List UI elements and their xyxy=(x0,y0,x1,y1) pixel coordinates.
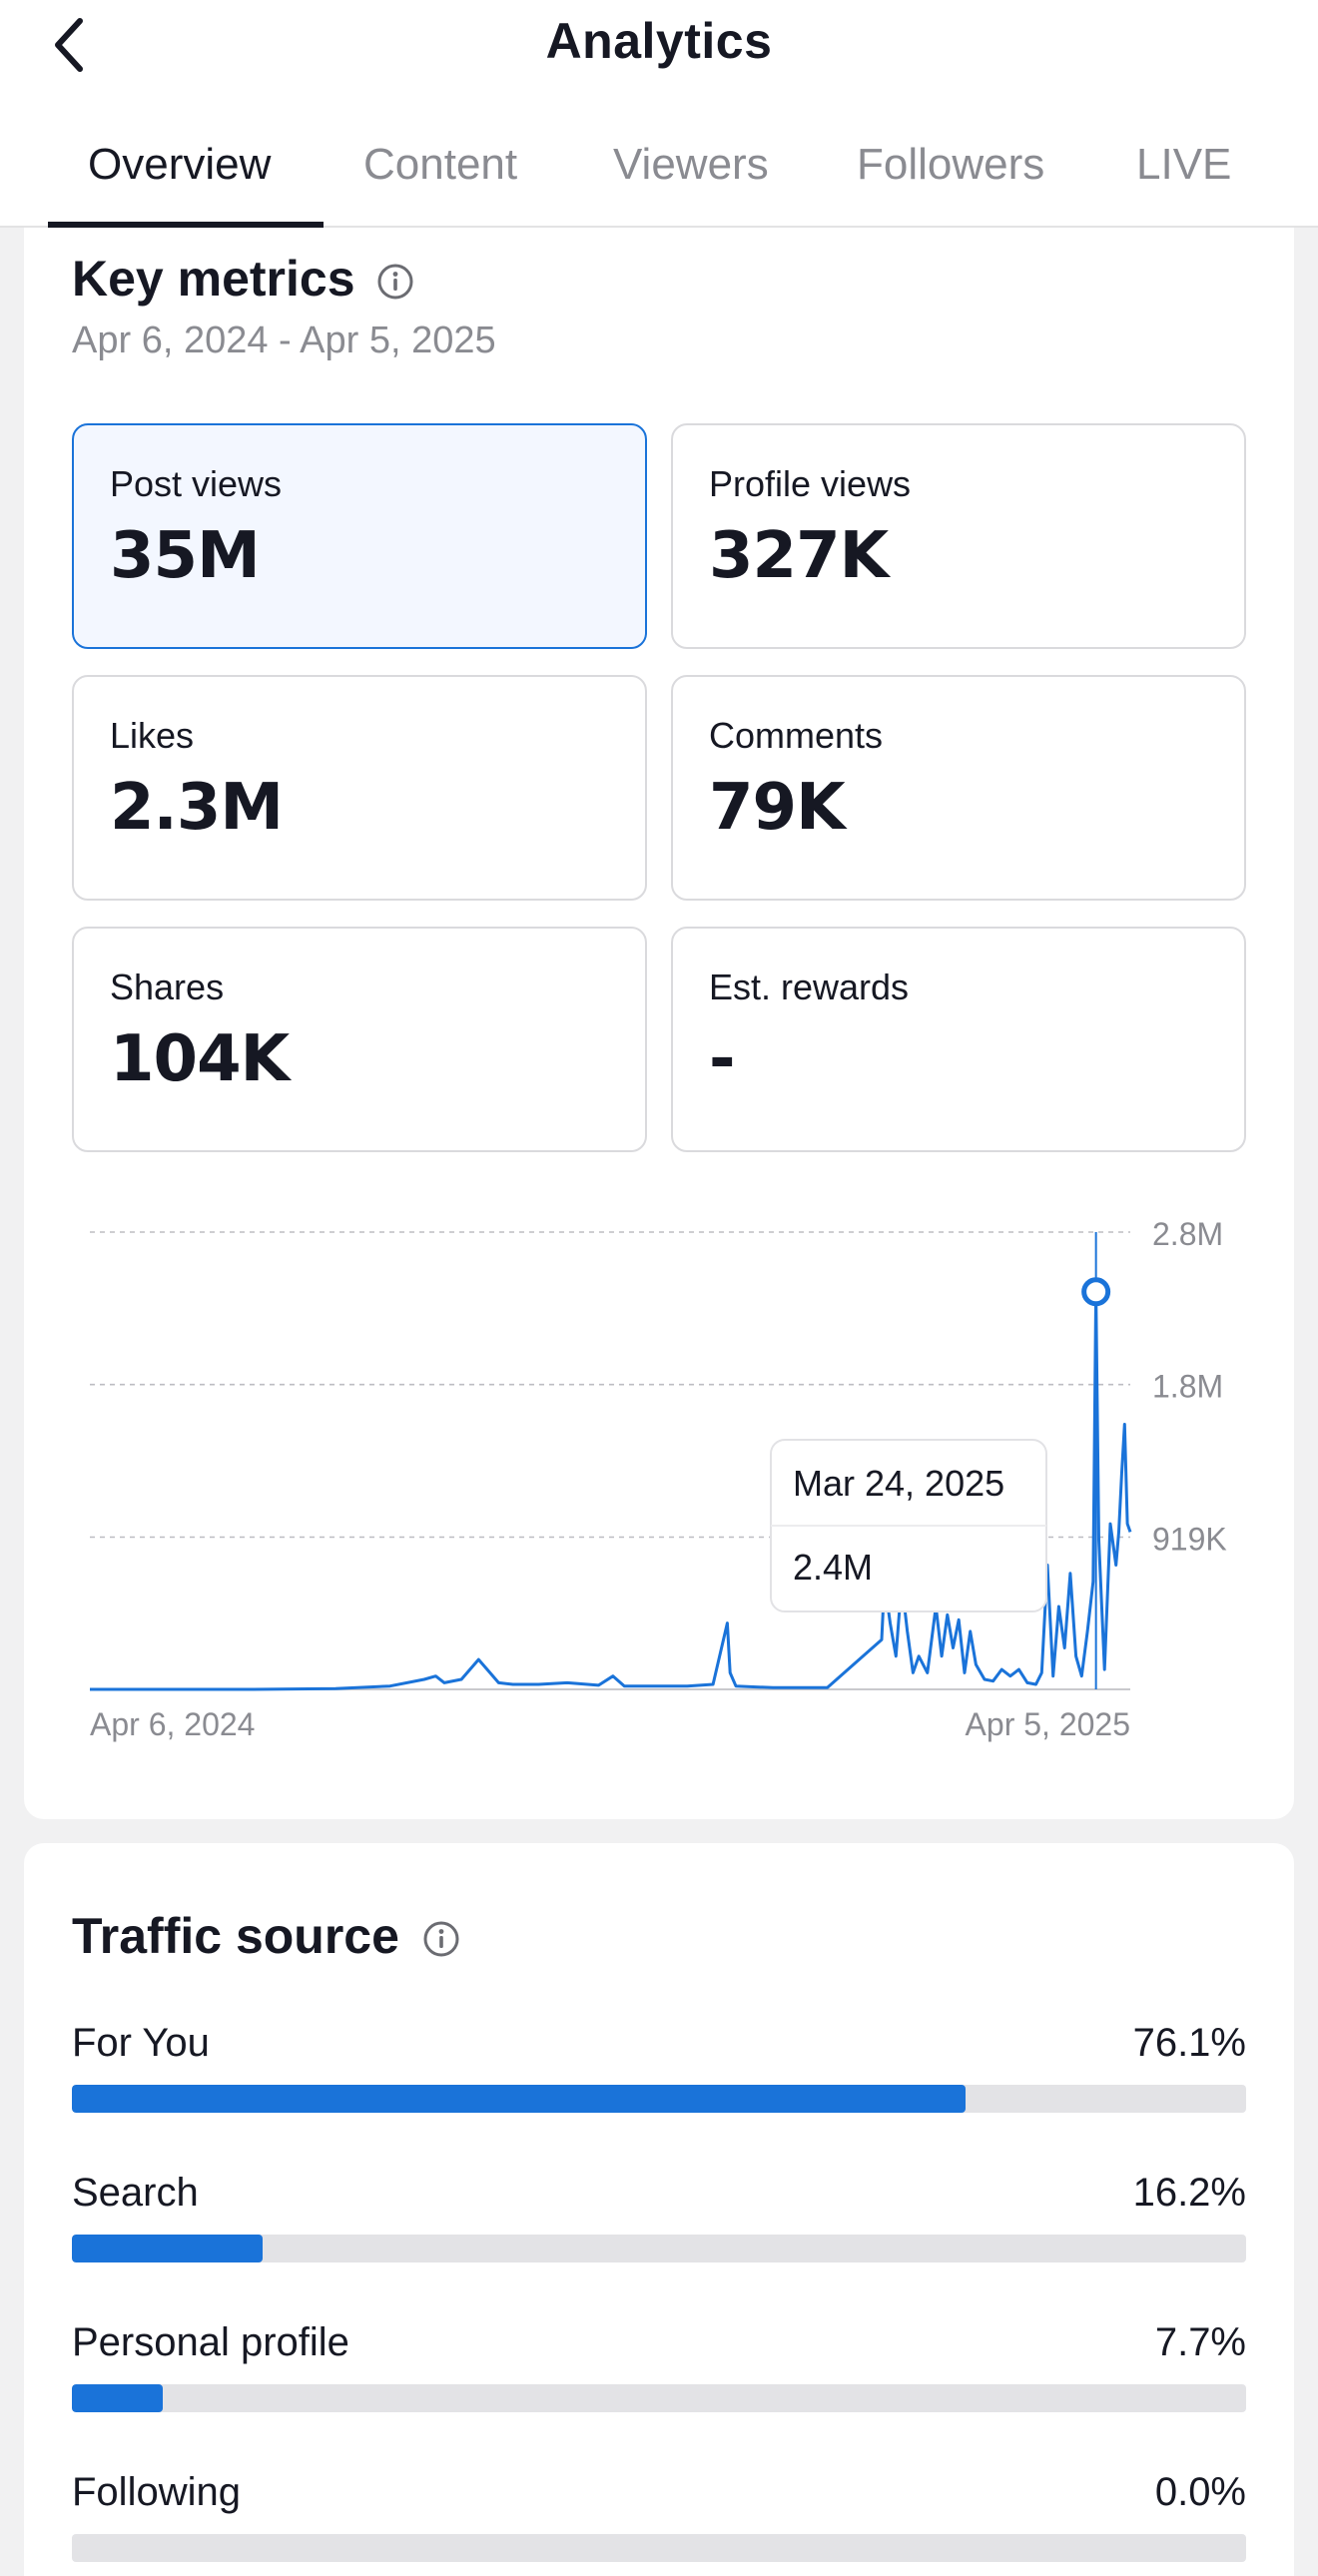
y-tick-label: 919K xyxy=(1152,1521,1227,1557)
x-tick-label: Apr 6, 2024 xyxy=(90,1706,255,1742)
metric-tile-est-rewards[interactable]: Est. rewards - xyxy=(671,927,1246,1152)
metric-tile-shares[interactable]: Shares 104K xyxy=(72,927,647,1152)
active-tab-indicator xyxy=(48,222,324,228)
metric-value: 35M xyxy=(110,519,261,593)
tab-content[interactable]: Content xyxy=(363,140,518,189)
highlight-point xyxy=(1081,1277,1111,1307)
tab-bar: Overview Content Viewers Followers LIVE xyxy=(0,128,1318,228)
traffic-bar-track xyxy=(72,2384,1246,2412)
tooltip-value: 2.4M xyxy=(793,1547,873,1588)
date-range: Apr 6, 2024 - Apr 5, 2025 xyxy=(72,320,496,361)
traffic-bar-track xyxy=(72,2534,1246,2562)
back-button[interactable] xyxy=(40,10,100,80)
traffic-bar-track xyxy=(72,2085,1246,2113)
metric-label: Comments xyxy=(709,715,884,756)
traffic-percent: 7.7% xyxy=(1154,2320,1246,2364)
traffic-percent: 16.2% xyxy=(1132,2171,1246,2215)
top-bar: Analytics Overview Content Viewers Follo… xyxy=(0,0,1318,228)
y-tick-label: 2.8M xyxy=(1152,1216,1223,1252)
traffic-label: Following xyxy=(72,2470,241,2514)
traffic-bar-track xyxy=(72,2235,1246,2262)
metric-label: Post views xyxy=(110,463,283,504)
metric-value: - xyxy=(709,1022,736,1096)
traffic-row-search: Search 16.2% xyxy=(72,2171,1246,2290)
metric-value: 327K xyxy=(709,519,889,593)
traffic-source-title: Traffic source xyxy=(72,1908,399,1964)
tab-live[interactable]: LIVE xyxy=(1136,140,1232,189)
x-tick-label: Apr 5, 2025 xyxy=(966,1706,1130,1742)
metric-tile-profile-views[interactable]: Profile views 327K xyxy=(671,423,1246,649)
tab-viewers[interactable]: Viewers xyxy=(613,140,769,189)
y-tick-label: 1.8M xyxy=(1152,1369,1223,1405)
tab-followers[interactable]: Followers xyxy=(857,140,1045,189)
tab-overview[interactable]: Overview xyxy=(88,140,272,189)
traffic-bar-fill xyxy=(72,2384,163,2412)
traffic-label: Search xyxy=(72,2171,199,2215)
metric-tile-comments[interactable]: Comments 79K xyxy=(671,675,1246,901)
tooltip-date: Mar 24, 2025 xyxy=(793,1463,1004,1504)
metric-value: 79K xyxy=(709,771,846,845)
traffic-label: For You xyxy=(72,2021,210,2065)
traffic-label: Personal profile xyxy=(72,2320,349,2364)
metric-tile-likes[interactable]: Likes 2.3M xyxy=(72,675,647,901)
info-icon[interactable] xyxy=(375,262,415,302)
metric-value: 104K xyxy=(110,1022,290,1096)
info-icon[interactable] xyxy=(421,1919,461,1959)
metric-tile-post-views[interactable]: Post views 35M xyxy=(72,423,647,649)
traffic-percent: 0.0% xyxy=(1154,2470,1246,2514)
metric-label: Est. rewards xyxy=(709,966,910,1007)
traffic-row-following: Following 0.0% xyxy=(72,2470,1246,2576)
key-metrics-title: Key metrics xyxy=(72,251,355,307)
traffic-source-card: Traffic source For You 76.1% Search 16.2… xyxy=(24,1843,1294,2576)
metric-value: 2.3M xyxy=(110,771,284,845)
traffic-row-personal-profile: Personal profile 7.7% xyxy=(72,2320,1246,2440)
metric-label: Likes xyxy=(110,715,195,756)
post-views-chart[interactable]: Mar 24, 2025 2.4M 919K 1.8M 2.8M Apr 6, 2024… xyxy=(24,228,1294,1819)
traffic-bar-fill xyxy=(72,2235,263,2262)
metric-label: Shares xyxy=(110,966,225,1007)
traffic-percent: 76.1% xyxy=(1132,2021,1246,2065)
traffic-row-for-you: For You 76.1% xyxy=(72,2021,1246,2141)
post-views-line xyxy=(90,1290,1132,1691)
page-title: Analytics xyxy=(545,13,773,69)
traffic-bar-fill xyxy=(72,2085,966,2113)
chevron-left-icon xyxy=(55,18,83,72)
metric-label: Profile views xyxy=(709,463,912,504)
key-metrics-card: Key metrics Apr 6, 2024 - Apr 5, 2025 Po… xyxy=(24,228,1294,1819)
